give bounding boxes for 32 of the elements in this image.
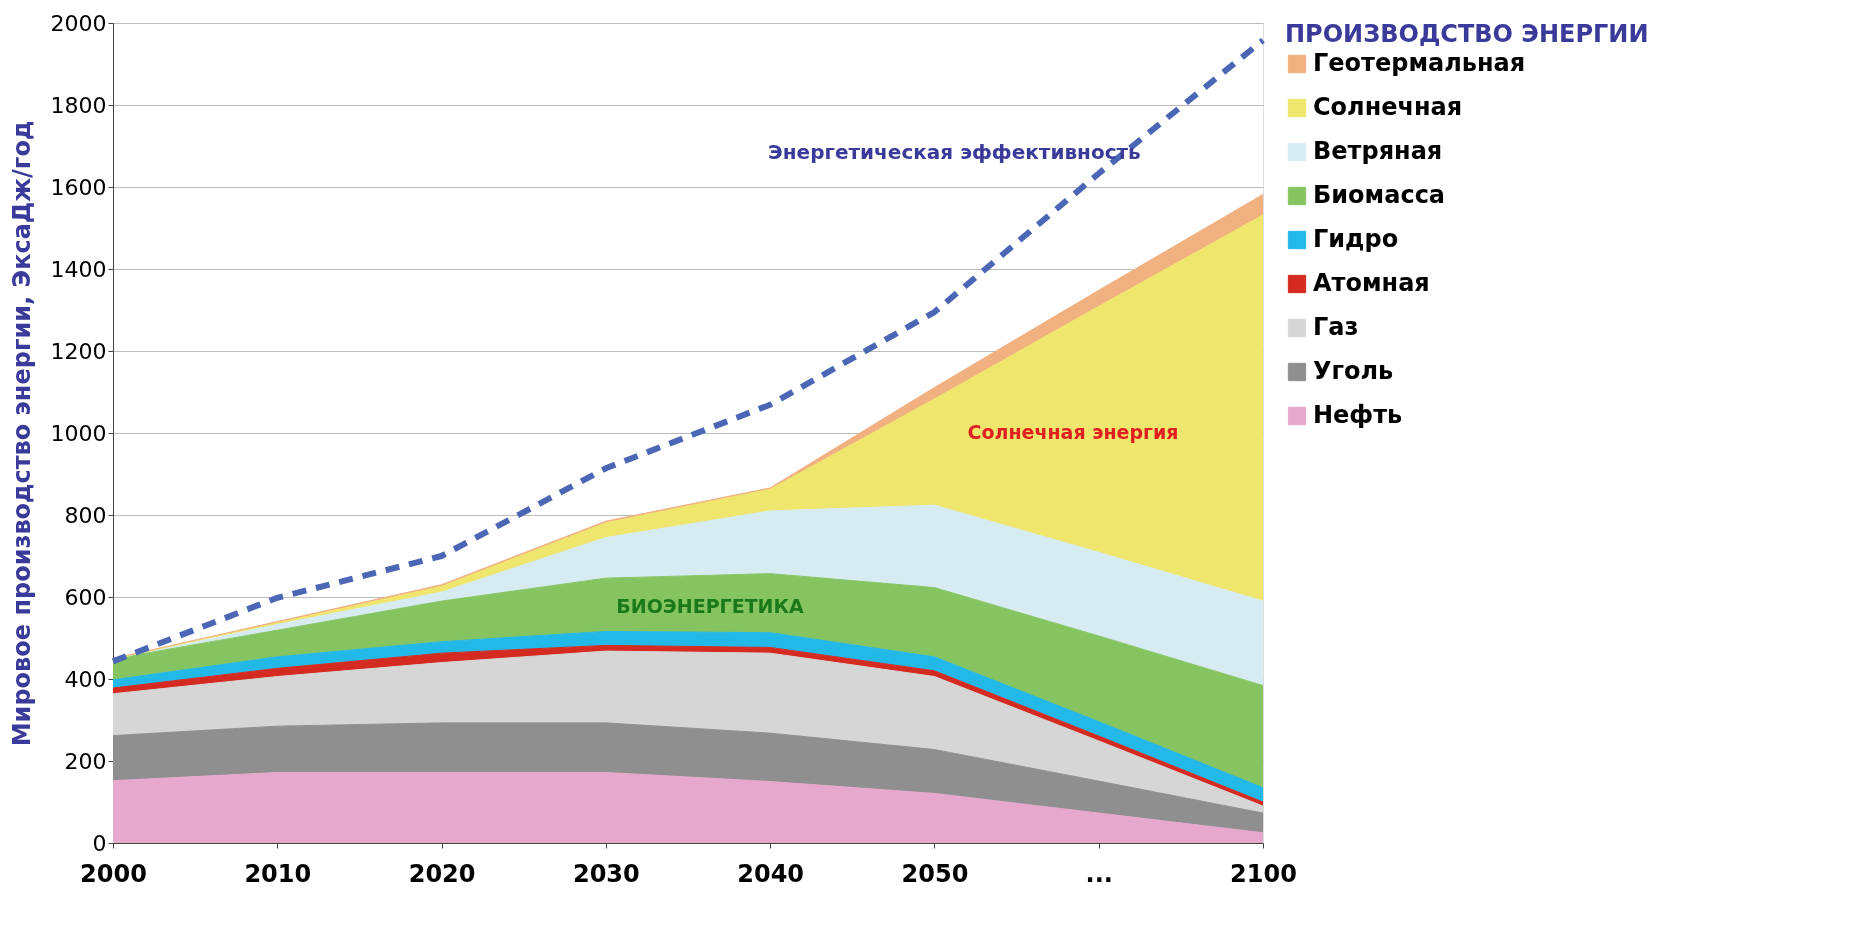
y-tick-label: 0 xyxy=(92,830,107,856)
legend-label: Биомасса xyxy=(1313,181,1446,209)
y-axis-title: Мировое производство энергии, ЭксаДж/год xyxy=(7,120,36,747)
x-tick-label: 2010 xyxy=(244,859,312,888)
y-tick-label: 200 xyxy=(64,748,107,774)
y-tick-label: 1000 xyxy=(50,420,107,446)
x-tick-label: ... xyxy=(1085,859,1113,888)
legend-label: Геотермальная xyxy=(1313,49,1526,77)
y-tick-label: 1800 xyxy=(50,92,107,118)
annotation: БИОЭНЕРГЕТИКА xyxy=(616,595,805,617)
y-tick-label: 1200 xyxy=(50,338,107,364)
x-tick-label: 2020 xyxy=(408,859,476,888)
legend-label: Атомная xyxy=(1313,269,1430,297)
y-tick-label: 1400 xyxy=(50,256,107,282)
y-tick-label: 800 xyxy=(64,502,107,528)
y-tick-label: 400 xyxy=(64,666,107,692)
y-tick-label: 2000 xyxy=(50,10,107,36)
x-tick-label: 2040 xyxy=(737,859,805,888)
y-tick-label: 1600 xyxy=(50,174,107,200)
annotation: Солнечная энергия xyxy=(967,421,1179,443)
legend-title: ПРОИЗВОДСТВО ЭНЕРГИИ xyxy=(1285,20,1649,48)
legend-label: Ветряная xyxy=(1313,137,1443,165)
series-label: Энергетическая эффективность xyxy=(768,140,1141,165)
legend-label: Газ xyxy=(1313,313,1359,341)
x-tick-label: 2030 xyxy=(572,859,640,888)
legend-label: Солнечная xyxy=(1313,93,1463,121)
legend-label: Гидро xyxy=(1313,225,1399,253)
legend-label: Нефть xyxy=(1313,401,1403,429)
x-tick-label: 2050 xyxy=(901,859,969,888)
legend-label: Уголь xyxy=(1313,357,1394,385)
y-tick-label: 600 xyxy=(64,584,107,610)
x-tick-label: 2100 xyxy=(1230,859,1297,888)
